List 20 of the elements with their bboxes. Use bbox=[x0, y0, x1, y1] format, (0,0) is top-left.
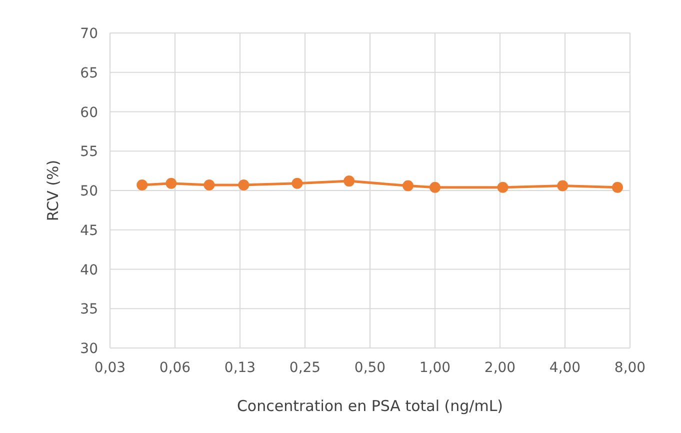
y-tick-label: 55 bbox=[80, 144, 98, 160]
x-tick-label: 8,00 bbox=[614, 360, 646, 376]
x-axis-title: Concentration en PSA total (ng/mL) bbox=[236, 397, 504, 415]
y-tick-label: 35 bbox=[80, 302, 98, 318]
x-tick-label: 4,00 bbox=[549, 360, 581, 376]
y-tick-label: 70 bbox=[80, 26, 98, 42]
x-tick-label: 0,13 bbox=[224, 360, 256, 376]
y-tick-label: 45 bbox=[80, 222, 98, 239]
y-tick-label: 50 bbox=[80, 184, 98, 200]
y-tick-label: 65 bbox=[80, 65, 98, 82]
x-tick-label: 0,25 bbox=[289, 360, 321, 376]
x-tick-label: 2,00 bbox=[484, 360, 516, 376]
y-tick-label: 40 bbox=[80, 262, 98, 278]
y-tick-label: 30 bbox=[80, 341, 98, 357]
x-tick-label: 1,00 bbox=[419, 360, 451, 376]
x-tick-label: 0,50 bbox=[354, 360, 386, 376]
x-tick-label: 0,06 bbox=[159, 360, 191, 376]
y-axis-title: RCV (%) bbox=[44, 160, 62, 222]
y-tick-label: 60 bbox=[80, 104, 98, 121]
x-tick-label: 0,03 bbox=[94, 360, 126, 376]
